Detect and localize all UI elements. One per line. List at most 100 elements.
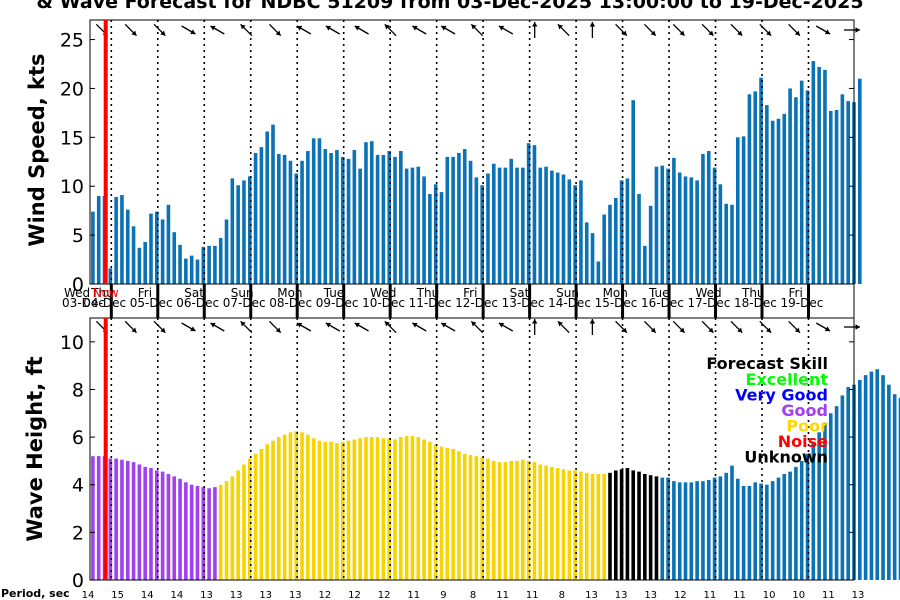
wave-direction-arrow (354, 322, 369, 332)
wind-speed-bar (579, 180, 583, 284)
day-date-label: 06-Dec (176, 296, 219, 310)
wave-y-tick-label: 2 (72, 522, 84, 544)
period-value: 11 (526, 590, 539, 600)
wave-height-bar (555, 468, 560, 580)
wind-speed-bars (91, 61, 862, 285)
wind-speed-bar (410, 167, 415, 284)
wind-direction-arrow (470, 23, 484, 37)
wind-speed-bar (706, 151, 711, 284)
wind-speed-bar (776, 118, 781, 284)
wave-direction-arrow (701, 320, 714, 334)
wave-height-bar (462, 453, 467, 580)
day-date-label: 14-Dec (548, 296, 591, 310)
wave-height-bar (422, 439, 426, 580)
day-date-label: 13-Dec (502, 296, 545, 310)
wind-speed-bar (590, 233, 595, 284)
wind-speed-bar (300, 160, 304, 284)
wind-speed-bar (155, 211, 159, 284)
day-name-label: Tue (323, 286, 345, 300)
wave-direction-arrow (672, 320, 686, 334)
wave-direction-arrow (788, 320, 801, 334)
wind-speed-bar (544, 166, 548, 284)
wind-speed-bar (399, 151, 403, 284)
wind-speed-bar (340, 156, 345, 284)
wave-height-bar (828, 413, 833, 580)
wind-direction-arrow (240, 23, 253, 37)
wave-height-bar (329, 441, 333, 580)
wave-height-bar (619, 469, 624, 580)
wind-speed-bar (224, 219, 229, 284)
wave-height-bar (509, 460, 514, 580)
wind-direction-arrow (325, 25, 341, 35)
wind-speed-bar (172, 232, 177, 284)
wave-y-axis: 0 2 4 6 8 10 (60, 332, 854, 592)
wave-height-bar (335, 443, 339, 580)
wind-speed-bar (445, 156, 450, 284)
wind-speed-bar (666, 168, 670, 284)
wind-speed-bar (648, 205, 653, 284)
wind-speed-bar (306, 151, 310, 284)
period-value: 14 (170, 590, 183, 600)
wind-speed-bar (184, 258, 188, 284)
wind-speed-bar (311, 138, 316, 284)
wave-y-label: Wave Height, ft (23, 356, 47, 541)
wind-speed-bar (323, 149, 328, 284)
wind-speed-bar (387, 151, 392, 284)
wave-height-bar (160, 471, 165, 580)
wind-speed-bar (613, 197, 618, 284)
wave-height-bar (137, 464, 142, 580)
wind-speed-bar (486, 173, 490, 284)
wind-speed-bar (794, 97, 798, 285)
wave-height-bar (497, 462, 502, 580)
wind-speed-bar (741, 136, 746, 284)
day-name-label: Tue (648, 286, 670, 300)
wave-height-bar (166, 474, 171, 580)
wind-direction-arrow (589, 22, 596, 38)
wave-direction-arrow (615, 320, 628, 334)
wave-height-bar (399, 437, 403, 580)
wind-speed-bar (218, 238, 223, 284)
wave-height-bar (573, 470, 577, 580)
wave-height-bar (306, 434, 310, 580)
wave-direction-arrow (643, 320, 657, 334)
wind-speed-bar (683, 176, 688, 284)
wave-height-bar (608, 472, 612, 580)
wave-height-bar (660, 477, 665, 580)
wave-height-bar (503, 462, 508, 580)
wave-direction-arrow (384, 320, 397, 334)
wave-height-bar (590, 474, 595, 580)
day-date-label: 18-Dec (734, 296, 777, 310)
wave-y-tick-label: 4 (72, 475, 84, 497)
wind-direction-arrow (268, 23, 282, 37)
wave-height-bar (538, 464, 543, 580)
wind-speed-bar (753, 91, 758, 284)
wave-height-bar (817, 432, 821, 580)
period-values: 14 15 14 14 13 13 13 13 12 12 12 11 9 8 11 11 8 13 13 13 12 1… (82, 590, 865, 600)
wave-height-bar (823, 422, 827, 580)
wind-speed-bar (288, 160, 293, 284)
wind-y-tick-label: 15 (60, 127, 84, 149)
wind-speed-bar (375, 154, 380, 284)
period-label: Period, sec (1, 587, 70, 600)
wave-height-bar (474, 456, 479, 580)
day-date-label: 16-Dec (641, 296, 684, 310)
period-value: 8 (559, 590, 565, 600)
wave-height-bar (643, 474, 647, 580)
wave-direction-arrow (730, 320, 743, 334)
wave-height-bar (439, 446, 444, 580)
wave-height-bar (108, 458, 113, 580)
wind-speed-bar (817, 66, 821, 285)
period-value: 13 (200, 590, 213, 600)
wind-direction-arrow (440, 25, 456, 35)
wave-direction-arrow (296, 322, 312, 332)
wind-speed-panel: 0 5 10 15 20 25 Wind Speed, kts (25, 19, 862, 296)
wave-height-bar (253, 453, 258, 580)
wind-speed-bar (550, 170, 554, 284)
wave-height-bar (677, 482, 682, 580)
wave-height-bar (195, 485, 200, 580)
day-date-label: 10-Dec (362, 296, 405, 310)
wind-speed-bar (381, 154, 386, 284)
wind-speed-bar (404, 168, 409, 284)
wave-height-bar (718, 476, 723, 580)
